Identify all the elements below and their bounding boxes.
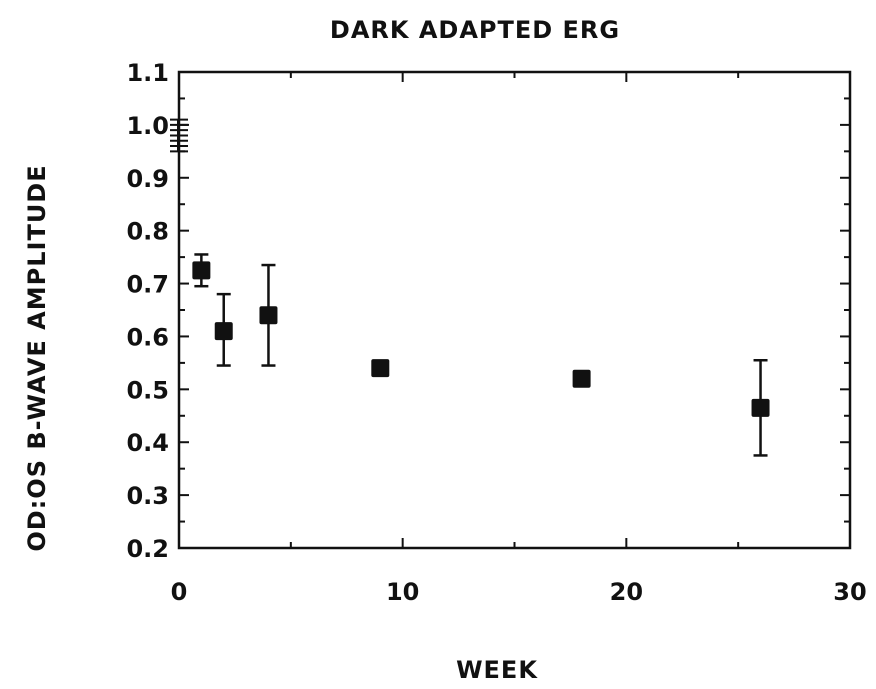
data-points: [192, 253, 770, 457]
data-point: [751, 398, 770, 417]
y-tick-label: 0.6: [126, 323, 169, 351]
y-tick-label: 1.1: [126, 59, 169, 87]
y-tick-label: 0.5: [126, 376, 169, 404]
x-tick-label: 30: [833, 578, 866, 606]
y-axis-label: OD:OS B-WAVE AMPLITUDE: [23, 164, 51, 551]
x-axis-label: WEEK: [456, 656, 538, 684]
x-tick-label: 20: [610, 578, 643, 606]
data-point: [259, 306, 278, 325]
chart-title: DARK ADAPTED ERG: [330, 16, 620, 44]
y-tick-label: 0.2: [126, 535, 169, 563]
data-point: [214, 322, 233, 341]
data-point: [192, 261, 211, 280]
x-tick-label: 10: [386, 578, 419, 606]
x-tick-label: 0: [171, 578, 188, 606]
y-tick-label: 1.0: [126, 112, 169, 140]
data-point: [371, 359, 390, 378]
y-tick-label: 0.8: [126, 218, 169, 246]
plot-frame: [177, 70, 852, 550]
y-tick-label: 0.7: [126, 271, 169, 299]
y-tick-label: 0.9: [126, 165, 169, 193]
axis-tick-labels: 0.2 0.3 0.4 0.5 0.6 0.7 0.8 0.9 1.0 1.1 0 10 20 30: [126, 59, 866, 606]
annotations: [170, 118, 188, 153]
axis-ticks: [178, 71, 851, 549]
y-tick-label: 0.4: [126, 429, 169, 457]
data-point: [572, 369, 591, 388]
y-tick-label: 0.3: [126, 482, 169, 510]
